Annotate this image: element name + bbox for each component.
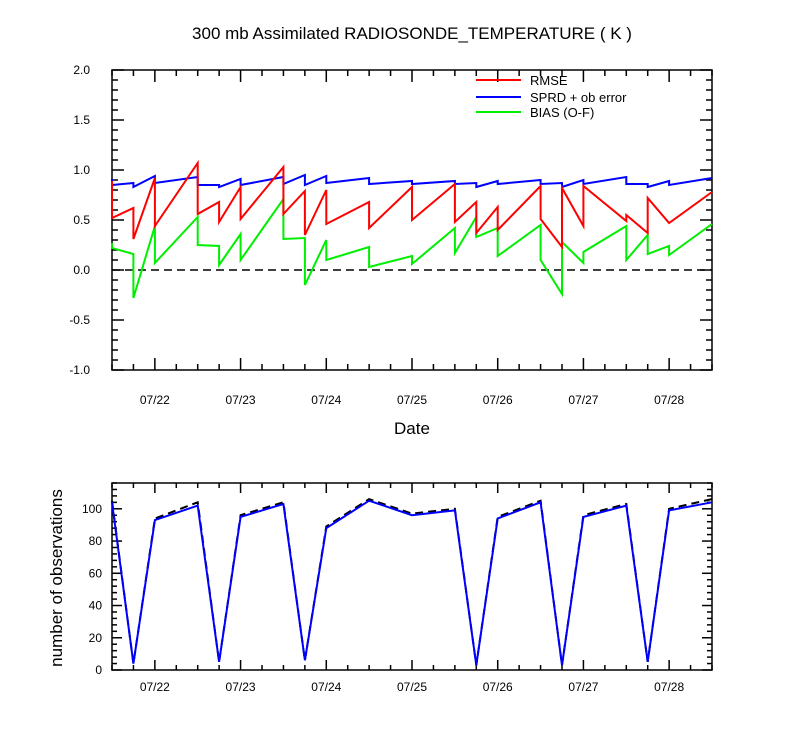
y-tick-label: 0	[95, 663, 102, 677]
x-tick-label: 07/24	[311, 680, 341, 694]
bottom-x-tick-labels: 07/22 07/23 07/24 07/25 07/26 07/27 07/28	[140, 680, 685, 694]
bottom-axis-ticks	[111, 482, 713, 671]
top-x-tick-labels: 07/22 07/23 07/24 07/25 07/26 07/27 07/28	[140, 393, 685, 407]
y-tick-label: 2.0	[73, 63, 90, 77]
y-tick-label: 1.0	[73, 163, 90, 177]
x-tick-label: 07/27	[568, 680, 598, 694]
bottom-plot-frame	[111, 482, 713, 671]
y-tick-label: 1.5	[73, 113, 90, 127]
x-tick-label: 07/27	[568, 393, 598, 407]
x-tick-label: 07/25	[397, 680, 427, 694]
x-tick-label: 07/24	[311, 393, 341, 407]
top-series	[111, 159, 713, 299]
legend: RMSE SPRD + ob error BIAS (O-F)	[476, 73, 627, 120]
x-axis-label: Date	[394, 419, 430, 438]
y-tick-label: 0.0	[73, 263, 90, 277]
x-tick-label: 07/28	[654, 393, 684, 407]
y-tick-label: 0.5	[73, 213, 90, 227]
y-tick-label: 40	[89, 599, 103, 613]
x-tick-label: 07/23	[226, 393, 256, 407]
legend-label-sprd: SPRD + ob error	[530, 90, 627, 105]
legend-label-rmse: RMSE	[530, 73, 568, 88]
x-tick-label: 07/23	[226, 680, 256, 694]
x-tick-label: 07/22	[140, 393, 170, 407]
x-tick-label: 07/26	[483, 393, 513, 407]
legend-label-bias: BIAS (O-F)	[530, 105, 594, 120]
series-line-sprd-ob-error	[111, 173, 713, 189]
y-tick-label: 60	[89, 566, 103, 580]
x-tick-label: 07/25	[397, 393, 427, 407]
x-tick-label: 07/22	[140, 680, 170, 694]
series-line-assimilated-observations	[111, 499, 713, 666]
series-line-bias-o-f	[111, 195, 713, 299]
y-tick-label: -0.5	[69, 313, 90, 327]
x-tick-label: 07/26	[483, 680, 513, 694]
y-tick-label: 100	[82, 502, 102, 516]
bottom-series	[111, 497, 713, 666]
chart-title: 300 mb Assimilated RADIOSONDE_TEMPERATUR…	[192, 24, 632, 43]
series-line-total-observations	[111, 497, 713, 666]
y-tick-label: -1.0	[69, 363, 90, 377]
top-y-tick-labels: -1.0 -0.5 0.0 0.5 1.0 1.5 2.0	[69, 63, 90, 377]
top-axis-ticks	[111, 69, 713, 371]
y-tick-label: 80	[89, 534, 103, 548]
y-axis-label-observations: number of observations	[47, 489, 66, 667]
bottom-y-tick-labels: 0 20 40 60 80 100	[82, 502, 102, 677]
y-tick-label: 20	[89, 631, 103, 645]
series-line-rmse	[111, 159, 713, 250]
x-tick-label: 07/28	[654, 680, 684, 694]
